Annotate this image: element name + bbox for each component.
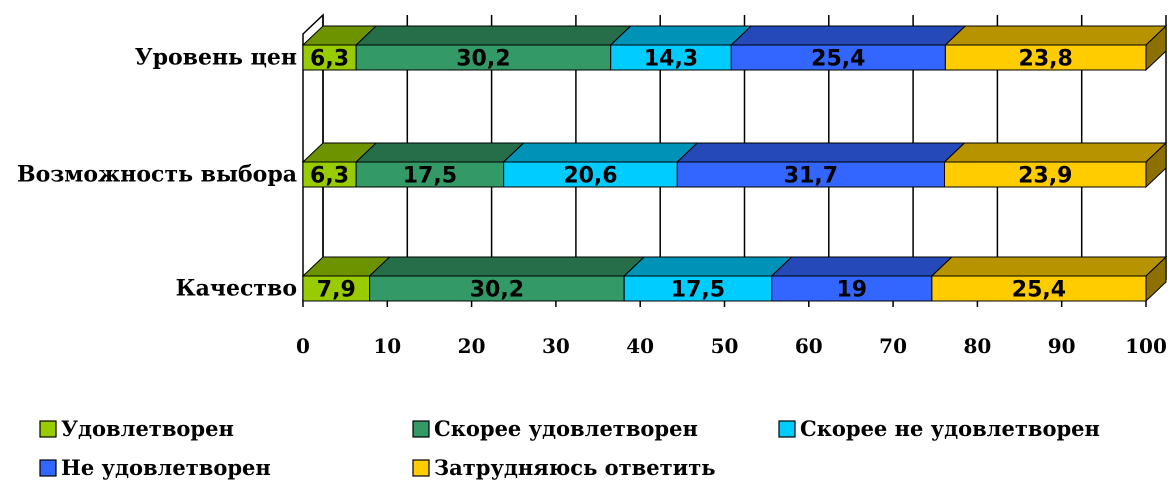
x-tick-label: 10 — [373, 334, 401, 358]
data-label: 14,3 — [644, 47, 698, 72]
legend-swatch — [412, 420, 430, 438]
x-tick-label: 70 — [879, 334, 907, 358]
legend-label: Удовлетворен — [61, 416, 234, 441]
x-tick-label: 80 — [963, 334, 991, 358]
data-label: 23,9 — [1018, 164, 1072, 189]
data-label: 31,7 — [784, 164, 838, 189]
x-tick-label: 100 — [1125, 334, 1167, 358]
bar-segment-top — [354, 142, 525, 163]
bar-segment — [369, 275, 625, 302]
legend-swatch — [39, 459, 57, 477]
bar-segment-top — [622, 256, 793, 277]
data-label: 25,4 — [811, 47, 865, 72]
bar-segment-top — [930, 256, 1168, 277]
legend-label: Не удовлетворен — [61, 455, 271, 480]
bar-segment — [944, 161, 1147, 188]
bar-segment — [623, 275, 773, 302]
bar-segment-top — [676, 142, 966, 163]
x-tick-label: 20 — [458, 334, 486, 358]
bar-segment — [944, 44, 1147, 71]
bar-segment — [302, 44, 357, 71]
x-tick-label: 50 — [711, 334, 739, 358]
x-tick-label: 40 — [626, 334, 654, 358]
category-label: Уровень цен — [135, 45, 297, 71]
data-label: 20,6 — [563, 164, 617, 189]
data-label: 30,2 — [470, 278, 524, 303]
bar-segment — [676, 161, 946, 188]
bar-segment-top — [944, 25, 1168, 46]
legend-label: Скорее удовлетворен — [434, 416, 698, 441]
legend-swatch — [39, 420, 57, 438]
bar-segment-top — [368, 256, 646, 277]
bar-segment — [610, 44, 732, 71]
bar-segment — [355, 44, 612, 71]
data-label: 23,8 — [1019, 47, 1073, 72]
data-label: 30,2 — [456, 47, 510, 72]
data-label: 6,3 — [310, 164, 349, 189]
data-label: 7,9 — [317, 278, 356, 303]
bar-segment-top — [354, 25, 632, 46]
bar-segment-top — [502, 142, 699, 163]
x-tick-label: 0 — [296, 334, 310, 358]
x-tick-label: 30 — [542, 334, 570, 358]
data-label: 17,5 — [403, 164, 457, 189]
data-label: 17,5 — [671, 278, 725, 303]
x-tick-label: 90 — [1048, 334, 1076, 358]
category-label: Качество — [176, 276, 297, 302]
bar-segment-top — [609, 25, 753, 46]
category-label: Возможность выбора — [17, 162, 297, 188]
bar-segment — [730, 44, 946, 71]
bar-segment-top — [770, 256, 954, 277]
bar-segment — [503, 161, 678, 188]
legend-label: Затрудняюсь ответить — [434, 455, 715, 480]
data-label: 6,3 — [310, 47, 349, 72]
bar-segment — [302, 275, 371, 302]
legend-label: Скорее не удовлетворен — [800, 416, 1100, 441]
legend-swatch — [412, 459, 430, 477]
x-tick-label: 60 — [795, 334, 823, 358]
bar-segment-top — [729, 25, 967, 46]
data-label: 19 — [836, 278, 867, 303]
bar-segment-top — [943, 142, 1168, 163]
data-label: 25,4 — [1012, 278, 1066, 303]
bar-segment — [931, 275, 1147, 302]
legend-swatch — [778, 420, 796, 438]
